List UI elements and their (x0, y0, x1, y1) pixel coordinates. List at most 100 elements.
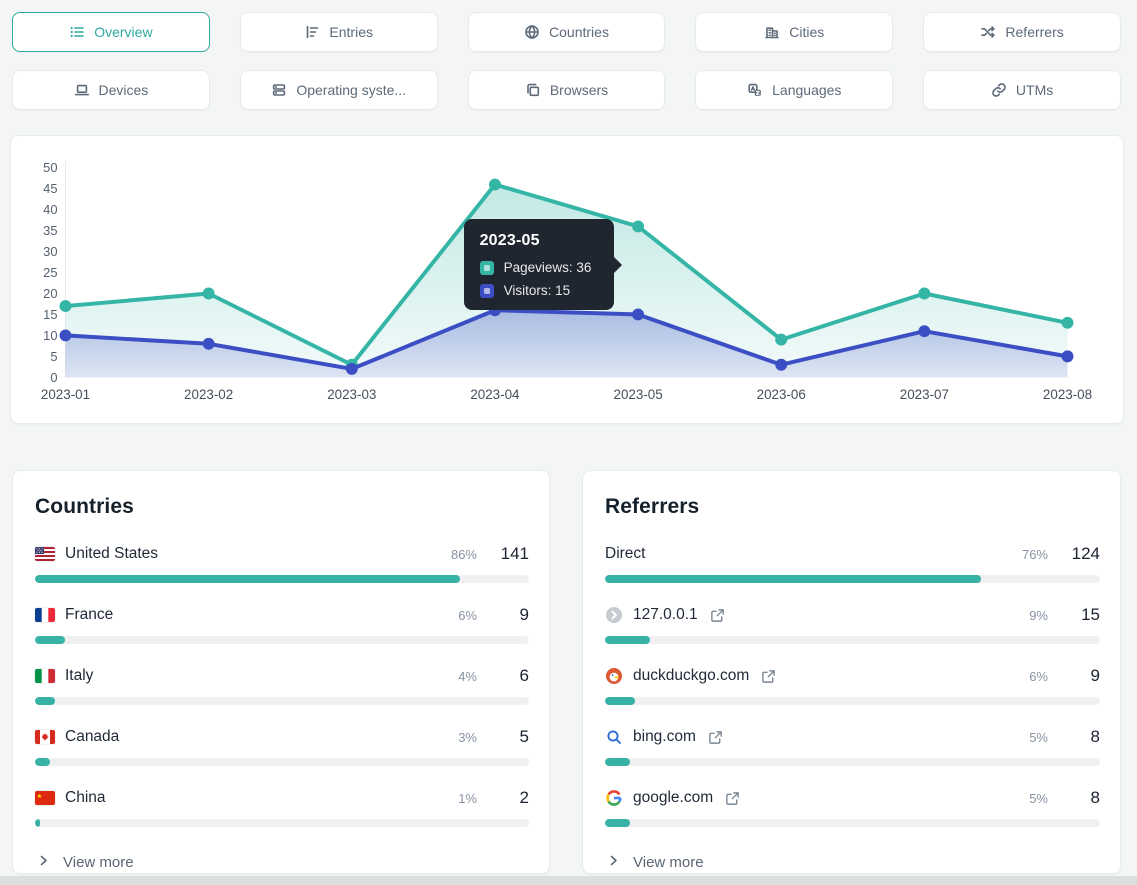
referrer-count: 124 (1071, 544, 1100, 563)
referrer-percent: 6% (1029, 668, 1048, 684)
tab-label: Entries (329, 24, 373, 40)
svg-text:50: 50 (43, 160, 57, 175)
country-count: 9 (519, 605, 529, 624)
referrer-row[interactable]: duckduckgo.com 6% 9 (605, 665, 1100, 705)
bar-chart-icon (304, 24, 320, 40)
tab-label: Languages (772, 82, 842, 98)
referrer-row[interactable]: 127.0.0.1 9% 15 (605, 604, 1100, 644)
tab-label: Devices (98, 82, 149, 98)
svg-text:2023-01: 2023-01 (41, 387, 90, 402)
country-row[interactable]: United States 86% 141 (35, 543, 529, 583)
svg-text:2023-03: 2023-03 (327, 387, 376, 402)
tab-countries[interactable]: Countries (467, 12, 666, 52)
referrer-row[interactable]: google.com 5% 8 (605, 787, 1100, 827)
us-flag-icon (35, 547, 55, 561)
svg-text:2023-04: 2023-04 (470, 387, 520, 402)
svg-text:45: 45 (43, 181, 57, 196)
referrer-progress-bar (605, 636, 1100, 644)
tab-label: Cities (789, 24, 825, 40)
svg-text:35: 35 (43, 223, 57, 238)
tab-devices[interactable]: Devices (12, 70, 210, 110)
translate-icon (747, 82, 763, 98)
list-icon (69, 24, 85, 40)
country-name: France (65, 606, 114, 623)
referrer-row[interactable]: Direct 76% 124 (605, 543, 1100, 583)
svg-text:2023-06: 2023-06 (757, 387, 806, 402)
tab-operating-syste[interactable]: Operating syste... (239, 70, 438, 110)
svg-text:30: 30 (43, 244, 57, 259)
country-row[interactable]: France 6% 9 (35, 604, 529, 644)
country-row[interactable]: China 1% 2 (35, 787, 529, 827)
countries-view-more-button[interactable]: View more (35, 848, 136, 873)
country-count: 5 (519, 727, 529, 746)
external-link-icon[interactable] (761, 669, 776, 684)
tab-cities[interactable]: Cities (695, 12, 894, 52)
referrer-percent: 9% (1029, 607, 1048, 623)
country-name: Italy (65, 667, 94, 684)
referrer-progress-bar (605, 575, 1100, 583)
svg-text:2023-02: 2023-02 (184, 387, 233, 402)
referrers-card: Referrers Direct 76% 124 127.0.0.1 9% 15 duckd… (582, 470, 1121, 874)
svg-text:20: 20 (43, 286, 57, 301)
referrer-percent: 5% (1029, 790, 1048, 806)
country-percent: 6% (458, 607, 477, 623)
country-count: 6 (519, 666, 529, 685)
legend-swatch-icon (479, 283, 494, 298)
tab-referrers[interactable]: Referrers (923, 12, 1121, 52)
google-favicon-icon (605, 789, 623, 807)
country-row[interactable]: Canada 3% 5 (35, 726, 529, 766)
ca-flag-icon (35, 730, 55, 744)
it-flag-icon (35, 669, 55, 683)
external-link-icon[interactable] (708, 730, 723, 745)
bing-favicon-icon (605, 728, 623, 746)
referrers-view-more-button[interactable]: View more (605, 848, 706, 873)
tab-label: Browsers (549, 82, 609, 98)
shuffle-icon (980, 24, 996, 40)
country-name: China (65, 789, 106, 806)
tab-entries[interactable]: Entries (239, 12, 438, 52)
tab-browsers[interactable]: Browsers (467, 70, 666, 110)
svg-text:2023-07: 2023-07 (900, 387, 949, 402)
referrer-count: 15 (1081, 605, 1100, 624)
external-link-icon[interactable] (725, 791, 740, 806)
page-bottom-strip (0, 876, 1137, 885)
legend-swatch-icon (479, 260, 494, 275)
country-percent: 1% (458, 790, 477, 806)
server-icon (271, 82, 287, 98)
chart-tooltip: 2023-05 Pageviews: 36 Visitors: 15 (463, 219, 622, 311)
tooltip-row: Visitors: 15 (479, 283, 598, 299)
country-row[interactable]: Italy 4% 6 (35, 665, 529, 705)
cn-flag-icon (35, 791, 55, 805)
referrer-name: duckduckgo.com (633, 667, 750, 684)
svg-text:10: 10 (43, 328, 57, 343)
referrer-row[interactable]: bing.com 5% 8 (605, 726, 1100, 766)
tab-overview[interactable]: Overview (12, 12, 210, 52)
referrer-count: 8 (1090, 727, 1100, 746)
referrer-name: 127.0.0.1 (633, 606, 698, 623)
tooltip-row: Pageviews: 36 (479, 260, 598, 276)
country-progress-bar (35, 819, 529, 827)
country-count: 2 (519, 788, 529, 807)
svg-text:5: 5 (50, 349, 57, 364)
external-link-icon[interactable] (710, 608, 725, 623)
svg-text:0: 0 (50, 370, 57, 385)
referrer-count: 8 (1090, 788, 1100, 807)
tooltip-value: Visitors: 15 (503, 283, 571, 299)
tab-languages[interactable]: Languages (695, 70, 894, 110)
tab-label: Referrers (1005, 24, 1064, 40)
svg-text:40: 40 (43, 202, 57, 217)
referrer-name: bing.com (633, 728, 696, 745)
country-progress-bar (35, 575, 529, 583)
tab-utms[interactable]: UTMs (923, 70, 1121, 110)
building-icon (764, 24, 780, 40)
country-percent: 3% (458, 729, 477, 745)
countries-card: Countries United States 86% 141 France 6% 9 It… (12, 470, 550, 874)
tab-label: Overview (94, 24, 153, 40)
countries-card-title: Countries (35, 495, 134, 518)
referrer-progress-bar (605, 758, 1100, 766)
referrer-progress-bar (605, 697, 1100, 705)
tooltip-value: Pageviews: 36 (503, 260, 592, 276)
tooltip-title: 2023-05 (479, 232, 540, 250)
referrer-name: Direct (605, 545, 646, 562)
duckduckgo-favicon-icon (605, 667, 623, 685)
